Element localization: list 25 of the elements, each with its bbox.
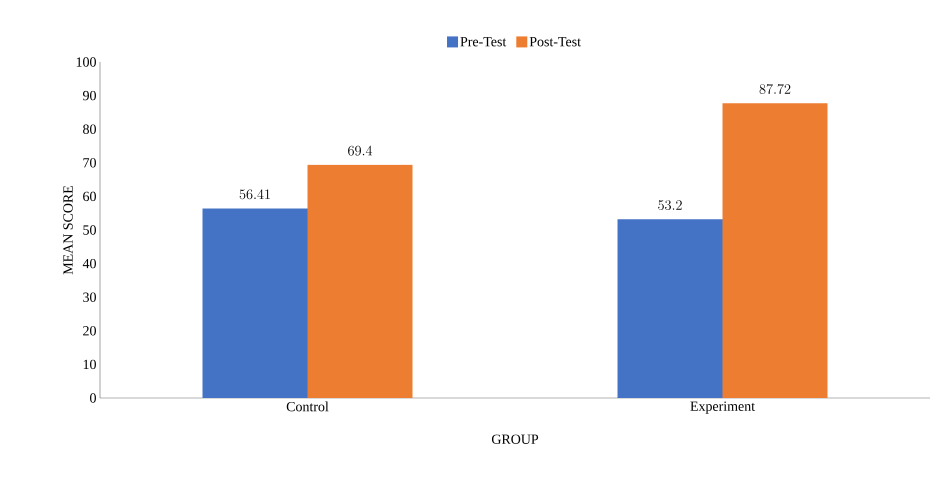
bar bbox=[722, 103, 828, 398]
y-axis-title: MEAN SCORE bbox=[63, 186, 73, 274]
y-tick-label: 40 bbox=[82, 258, 96, 268]
data-label: 69.4 bbox=[348, 146, 372, 156]
x-tick-label: Control bbox=[286, 402, 329, 412]
y-tick-label: 70 bbox=[83, 158, 96, 168]
y-tick-label: 60 bbox=[83, 192, 96, 202]
data-label: 87.72 bbox=[760, 84, 790, 94]
y-tick-label: 90 bbox=[82, 90, 96, 100]
legend-label: Pre-Test bbox=[460, 37, 506, 46]
data-label: 53.2 bbox=[658, 200, 682, 210]
y-tick-label: 0 bbox=[90, 393, 96, 403]
y-tick-label: 100 bbox=[76, 57, 96, 67]
y-tick-label: 80 bbox=[83, 124, 96, 134]
legend-label: Post-Test bbox=[530, 37, 581, 46]
data-label: 56.41 bbox=[240, 189, 270, 200]
y-tick-label: 30 bbox=[83, 292, 96, 302]
y-tick-label: 20 bbox=[83, 326, 96, 336]
bar bbox=[308, 164, 413, 398]
y-tick-label: 10 bbox=[84, 360, 96, 370]
bar bbox=[202, 208, 308, 398]
x-tick-label: Experiment bbox=[690, 402, 755, 414]
x-axis-title: GROUP bbox=[492, 434, 538, 444]
bar bbox=[618, 219, 723, 398]
y-tick-label: 50 bbox=[83, 225, 96, 235]
